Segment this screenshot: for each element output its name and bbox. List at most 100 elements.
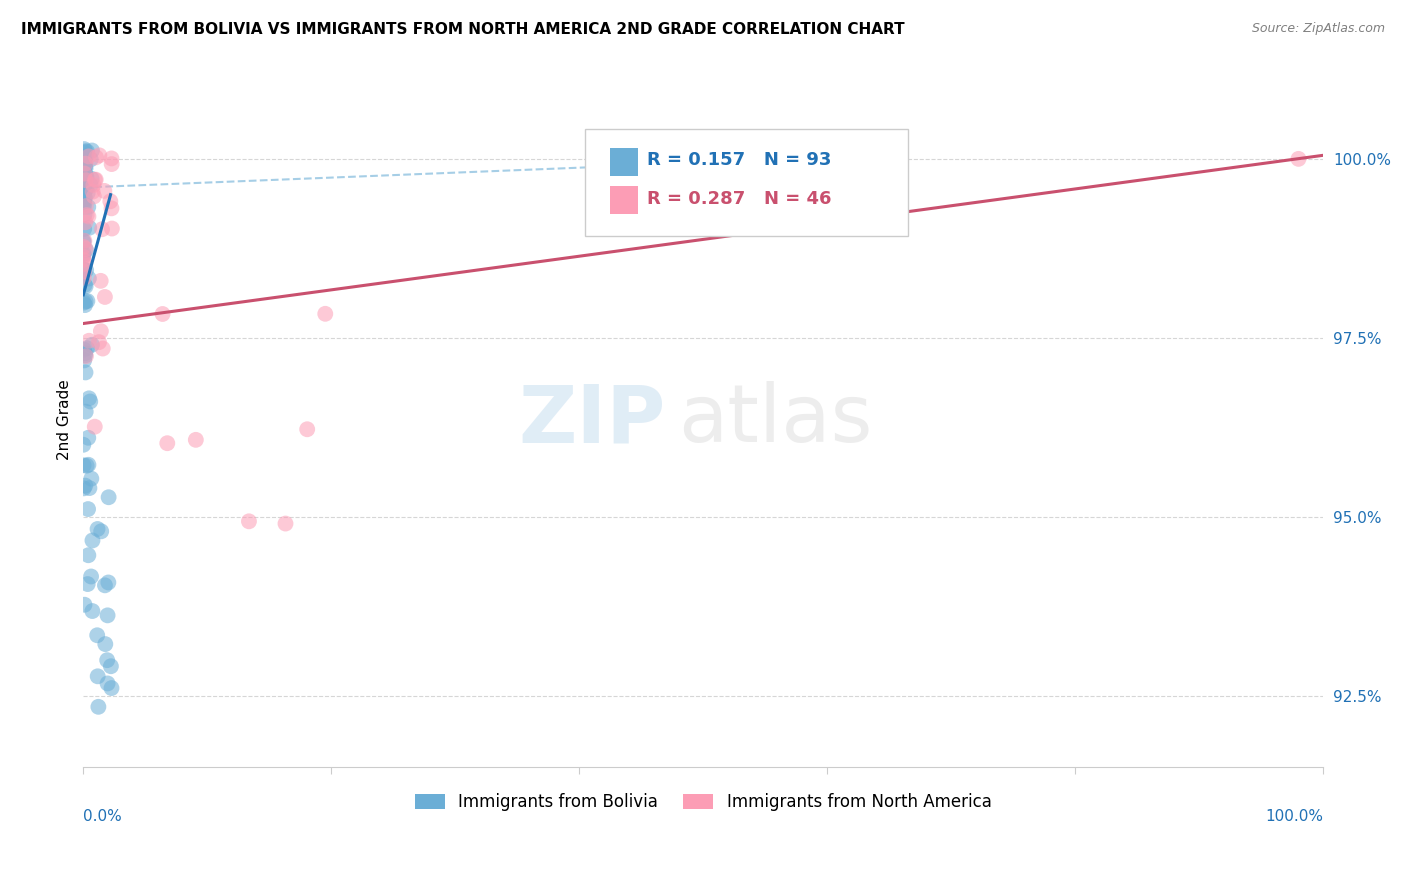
Point [75, 182, 97, 196]
Point [98, 194, 121, 209]
Point [73, 207, 96, 221]
Point [76, 293, 98, 308]
Point [77, 548, 100, 562]
Point [76, 577, 98, 591]
Point [80, 153, 103, 167]
Point [97, 490, 120, 504]
Point [75, 183, 97, 197]
Point [75, 366, 97, 380]
Point [90, 524, 112, 539]
Point [97, 575, 120, 590]
Point [73, 176, 96, 190]
Point [73, 161, 96, 176]
Point [96, 653, 118, 667]
Bar [610, 186, 637, 214]
Point [82, 604, 104, 618]
Point [1288, 152, 1310, 166]
Point [79, 178, 101, 192]
Point [94, 637, 117, 651]
Point [90, 274, 112, 288]
Point [75, 173, 97, 187]
Point [73, 197, 96, 211]
Point [73, 153, 96, 168]
Point [82, 185, 104, 199]
Text: 100.0%: 100.0% [1265, 809, 1323, 824]
Point [73, 481, 96, 495]
Point [77, 458, 100, 472]
Point [295, 422, 318, 436]
Point [77, 220, 100, 235]
Point [73, 142, 96, 156]
Point [75, 279, 97, 293]
Point [75, 157, 97, 171]
Point [72, 194, 94, 209]
Point [72, 235, 94, 250]
Point [75, 242, 97, 256]
Point [87, 699, 110, 714]
Point [76, 208, 98, 222]
Point [90, 324, 112, 338]
Point [100, 681, 122, 695]
Point [79, 394, 101, 409]
Point [73, 234, 96, 248]
Point [184, 433, 207, 447]
Point [73, 256, 96, 270]
Point [94, 578, 117, 592]
Point [80, 569, 103, 583]
Text: ZIP: ZIP [519, 381, 666, 459]
Point [73, 145, 96, 160]
Point [97, 608, 120, 623]
Point [101, 221, 124, 235]
Legend: Immigrants from Bolivia, Immigrants from North America: Immigrants from Bolivia, Immigrants from… [408, 787, 998, 818]
Point [75, 150, 97, 164]
Point [75, 150, 97, 164]
Point [73, 277, 96, 292]
Point [73, 298, 96, 312]
Point [82, 533, 104, 548]
Point [73, 167, 96, 181]
Point [93, 184, 115, 198]
Point [79, 481, 101, 495]
Point [73, 262, 96, 277]
Text: Source: ZipAtlas.com: Source: ZipAtlas.com [1251, 22, 1385, 36]
Point [72, 252, 94, 267]
Point [72, 438, 94, 452]
Point [77, 149, 100, 163]
Point [100, 202, 122, 216]
Point [274, 516, 297, 531]
Point [73, 353, 96, 368]
Point [94, 290, 117, 304]
Point [72, 181, 94, 195]
Point [73, 264, 96, 278]
Bar [610, 148, 637, 176]
Point [75, 156, 97, 170]
Point [238, 514, 260, 528]
Point [73, 150, 96, 164]
Point [76, 458, 98, 473]
Point [87, 335, 110, 350]
Point [75, 263, 97, 277]
Point [77, 210, 100, 224]
Point [89, 148, 111, 162]
Point [72, 250, 94, 264]
Point [77, 431, 100, 445]
Point [76, 341, 98, 355]
Point [100, 152, 122, 166]
Point [75, 161, 97, 175]
Point [73, 194, 96, 209]
Point [73, 222, 96, 236]
Point [91, 342, 114, 356]
Point [73, 598, 96, 612]
Point [76, 170, 98, 185]
Y-axis label: 2nd Grade: 2nd Grade [58, 380, 72, 460]
FancyBboxPatch shape [585, 128, 908, 236]
Point [73, 166, 96, 180]
Point [76, 145, 98, 159]
Point [91, 222, 114, 236]
Point [152, 307, 174, 321]
Point [75, 169, 97, 183]
Point [75, 294, 97, 309]
Text: IMMIGRANTS FROM BOLIVIA VS IMMIGRANTS FROM NORTH AMERICA 2ND GRADE CORRELATION C: IMMIGRANTS FROM BOLIVIA VS IMMIGRANTS FR… [21, 22, 904, 37]
Point [73, 270, 96, 285]
Point [75, 348, 97, 362]
